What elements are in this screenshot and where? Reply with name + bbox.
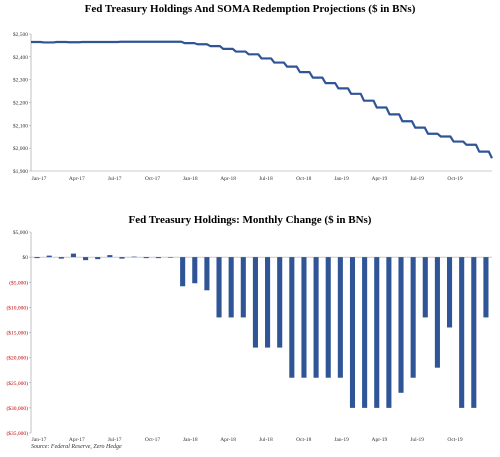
monthly-change-bar [277, 257, 283, 348]
monthly-change-bar [107, 255, 113, 258]
bottom-x-tick-label: Oct-19 [447, 437, 463, 443]
top-y-tick-label: $2,300 [13, 77, 28, 84]
monthly-change-bar [216, 257, 222, 318]
bottom-y-tick-label: $0 [23, 254, 29, 261]
top-chart-title: Fed Treasury Holdings And SOMA Redemptio… [84, 3, 416, 15]
top-x-tick-label: Jan-19 [334, 176, 349, 182]
monthly-change-bar [46, 255, 52, 258]
top-y-tick-label: $2,200 [13, 100, 28, 107]
bottom-x-tick-label: Jul-18 [259, 437, 273, 443]
monthly-change-bar [301, 257, 307, 378]
monthly-change-bar [192, 257, 198, 284]
bottom-x-tick-label: Jul-19 [410, 437, 424, 443]
monthly-change-bar [289, 257, 295, 378]
monthly-change-bar [446, 257, 453, 328]
top-y-tick-label: $2,400 [13, 54, 28, 61]
bottom-y-tick-label: ($15,000) [6, 330, 28, 337]
bottom-x-tick-label: Jan-19 [334, 437, 349, 443]
monthly-change-bar [131, 256, 137, 258]
monthly-change-bar [374, 257, 380, 408]
monthly-change-bar [83, 257, 89, 261]
bottom-chart-title: Fed Treasury Holdings: Monthly Change ($… [128, 214, 372, 226]
monthly-change-bar [325, 257, 331, 378]
monthly-change-bar [398, 257, 404, 393]
bottom-y-tick-label: ($10,000) [6, 304, 28, 311]
top-x-tick-label: Oct-18 [296, 176, 312, 182]
treasury-holdings-line [31, 40, 493, 159]
bottom-x-tick-label: Jan-17 [32, 437, 47, 443]
top-y-tick-label: $1,900 [13, 168, 28, 175]
monthly-change-bar [483, 257, 489, 318]
top-x-tick-label: Jan-18 [183, 176, 198, 182]
monthly-change-bar [95, 257, 101, 260]
monthly-change-bar [349, 257, 356, 408]
bottom-x-tick-label: Apr-17 [69, 437, 85, 443]
monthly-change-bar [167, 257, 174, 258]
bottom-x-tick-label: Jul-17 [108, 437, 122, 443]
monthly-change-bar [204, 257, 210, 291]
monthly-change-bar [143, 257, 149, 259]
monthly-change-bar [58, 257, 64, 259]
monthly-change-bar [228, 257, 234, 318]
top-y-tick-label: $2,100 [13, 122, 28, 129]
bottom-y-tick-label: $5,000 [13, 229, 28, 236]
top-x-tick-label: Apr-19 [371, 176, 387, 182]
monthly-change-bar [422, 257, 428, 318]
top-x-tick-label: Oct-17 [145, 176, 161, 182]
top-x-tick-label: Jul-17 [108, 176, 122, 182]
monthly-change-bar [155, 257, 161, 259]
bottom-x-tick-label: Oct-17 [145, 437, 161, 443]
monthly-change-bar [313, 257, 319, 378]
monthly-change-bar [34, 257, 40, 259]
top-x-tick-label: Jan-17 [32, 176, 47, 182]
top-x-tick-label: Jul-18 [259, 176, 273, 182]
bottom-x-tick-label: Jan-18 [183, 437, 198, 443]
monthly-change-bar [240, 257, 246, 318]
monthly-change-bar [386, 257, 392, 408]
monthly-change-bar [434, 257, 440, 368]
monthly-change-bar [459, 257, 465, 408]
top-x-tick-label: Apr-18 [220, 176, 236, 182]
bottom-x-tick-label: Oct-18 [296, 437, 312, 443]
source-note: Source: Federal Reserve, Zero Hedge [31, 444, 122, 450]
bottom-x-tick-label: Apr-19 [371, 437, 387, 443]
monthly-change-bar [362, 257, 368, 408]
bottom-y-tick-label: ($5,000) [9, 279, 28, 286]
top-x-tick-label: Apr-17 [69, 176, 85, 182]
monthly-change-bar [471, 257, 477, 408]
bottom-y-tick-label: ($20,000) [6, 355, 28, 362]
monthly-change-bar [180, 257, 186, 287]
top-y-tick-label: $2,500 [13, 31, 28, 38]
monthly-change-bar [119, 257, 125, 259]
bottom-y-tick-label: ($30,000) [6, 405, 28, 412]
monthly-change-bar [265, 257, 271, 348]
bottom-y-tick-label: ($35,000) [6, 430, 28, 437]
monthly-change-bar [410, 257, 416, 378]
monthly-change-bar [337, 257, 343, 378]
bottom-y-tick-label: ($25,000) [6, 380, 28, 387]
top-x-tick-label: Jul-19 [410, 176, 424, 182]
top-x-tick-label: Oct-19 [447, 176, 463, 182]
top-y-tick-label: $2,000 [13, 145, 28, 152]
bottom-x-tick-label: Apr-18 [220, 437, 236, 443]
monthly-change-bar [70, 253, 77, 258]
monthly-change-bar [252, 257, 258, 348]
